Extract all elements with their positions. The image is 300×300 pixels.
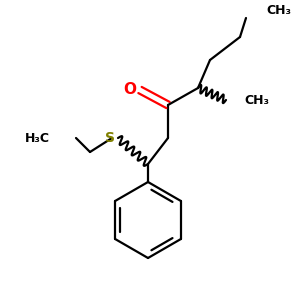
Text: O: O <box>124 82 136 98</box>
Text: CH₃: CH₃ <box>244 94 269 106</box>
Text: H₃C: H₃C <box>25 131 50 145</box>
Text: S: S <box>105 131 115 145</box>
Text: CH₃: CH₃ <box>266 4 291 16</box>
